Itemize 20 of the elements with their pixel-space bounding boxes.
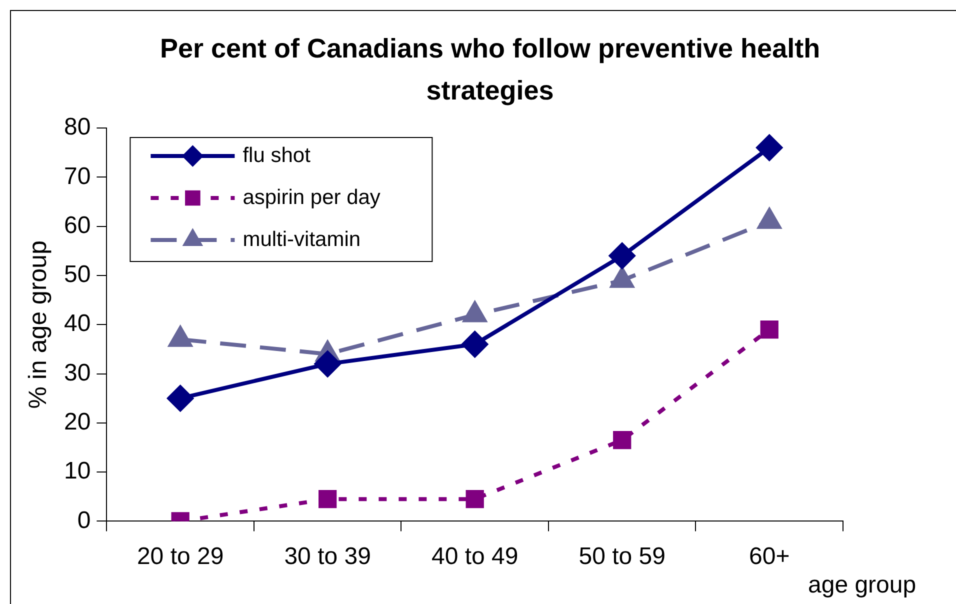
legend-label: flu shot <box>242 144 311 167</box>
y-tick-label: 30 <box>64 359 91 386</box>
y-tick-label: 0 <box>77 506 91 534</box>
x-tick-label: 20 to 29 <box>136 543 224 570</box>
y-tick-label: 10 <box>64 458 91 485</box>
x-tick-label: 30 to 39 <box>284 543 371 570</box>
legend-label: multi-vitamin <box>242 228 361 251</box>
x-tick-label: 60+ <box>749 543 790 570</box>
y-axis-title: % in age group <box>24 240 52 409</box>
legend-label: aspirin per day <box>242 186 381 209</box>
x-axis-title: age group <box>808 572 916 599</box>
y-tick-label: 50 <box>64 261 91 288</box>
y-tick-label: 70 <box>64 162 91 190</box>
y-tick-label: 20 <box>64 408 91 436</box>
x-tick-label: 40 to 49 <box>431 543 518 570</box>
y-tick-label: 40 <box>64 310 91 338</box>
y-tick-label: 80 <box>64 114 91 141</box>
y-tick-label: 60 <box>64 212 91 239</box>
x-tick-label: 50 to 59 <box>578 543 666 570</box>
chart-title: Per cent of Canadians who follow preventive health strategies <box>160 33 820 106</box>
